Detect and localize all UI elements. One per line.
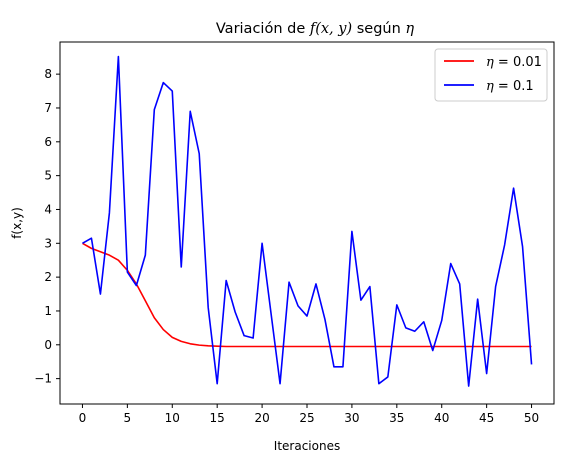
y-tick-label: 5: [44, 169, 52, 183]
x-tick-label: 0: [79, 411, 87, 425]
y-tick-label: 3: [44, 236, 52, 250]
y-axis-ticks: −1 0 1 2 3 4 5 6 7 8: [34, 67, 60, 386]
y-axis-label: f(x,y): [10, 207, 24, 239]
y-tick-label: −1: [34, 372, 52, 386]
x-tick-label: 20: [254, 411, 269, 425]
y-tick-label: 8: [44, 67, 52, 81]
legend: η = 0.01 η = 0.1: [434, 48, 548, 102]
legend-label-eta-01: η = 0.1: [486, 79, 534, 94]
series-line-1: [82, 55, 533, 387]
x-axis-label: Iteraciones: [274, 439, 340, 453]
x-tick-label: 10: [165, 411, 180, 425]
plot-frame: [59, 41, 555, 405]
y-tick-label: 4: [44, 202, 52, 216]
series-line-0: [82, 242, 532, 348]
x-tick-label: 35: [389, 411, 404, 425]
chart-title: Variación de f(x, y) según η: [216, 21, 415, 37]
legend-label-eta-001: η = 0.01: [486, 55, 542, 70]
x-tick-label: 15: [210, 411, 225, 425]
legend-box: [434, 48, 548, 102]
x-tick-label: 25: [299, 411, 314, 425]
y-tick-label: 0: [44, 338, 52, 352]
chart-title-symbol: η: [405, 21, 414, 37]
x-tick-label: 30: [344, 411, 359, 425]
plot-area: [60, 42, 554, 404]
plot-background: [60, 42, 554, 404]
y-tick-label: 2: [44, 270, 52, 284]
chart-title-prefix: Variación de: [216, 21, 310, 37]
x-tick-label: 45: [479, 411, 494, 425]
y-tick-label: 7: [44, 101, 52, 115]
x-tick-label: 50: [524, 411, 539, 425]
x-axis-ticks: 0 5 10 15 20 25 30 35 40 45 50: [79, 404, 539, 425]
x-tick-label: 5: [124, 411, 132, 425]
chart-title-func: f(x, y): [309, 21, 352, 37]
chart-title-middle: según: [352, 21, 405, 37]
y-tick-label: 1: [44, 304, 52, 318]
y-tick-label: 6: [44, 135, 52, 149]
series-layer: [82, 55, 533, 387]
x-tick-label: 40: [434, 411, 449, 425]
